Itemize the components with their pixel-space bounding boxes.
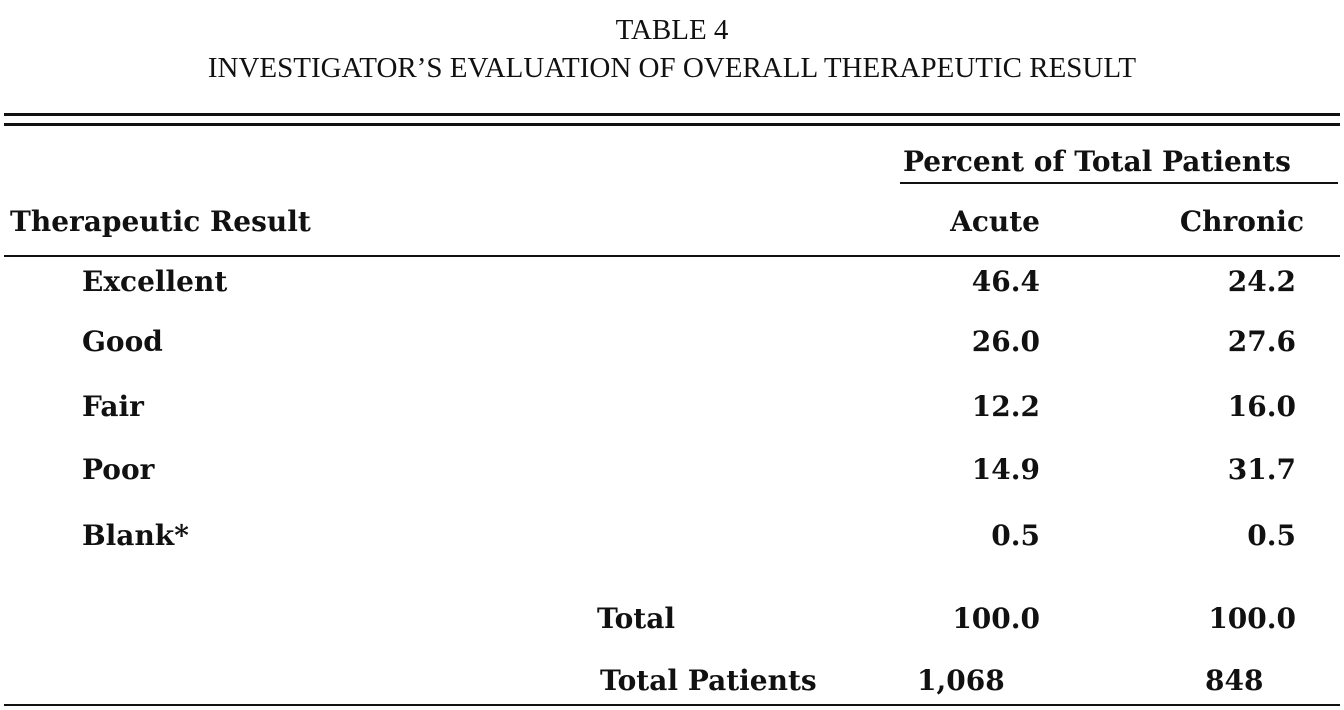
- column-header: Acute: [950, 205, 1040, 238]
- chronic-value: 27.6: [1227, 325, 1296, 358]
- group-header: Percent of Total Patients: [903, 145, 1291, 178]
- table-caption: INVESTIGATOR’S EVALUATION OF OVERALL THE…: [207, 52, 1137, 84]
- top-rule: [4, 113, 1340, 116]
- header-rule: [4, 255, 1340, 257]
- chronic-patients: 848: [1205, 664, 1264, 697]
- row-label: Good: [82, 325, 163, 358]
- group-rule: [900, 182, 1338, 184]
- row-label: Excellent: [82, 265, 228, 298]
- acute-value: 12.2: [971, 390, 1040, 423]
- acute-value: 14.9: [971, 453, 1040, 486]
- chronic-value: 0.5: [1247, 519, 1296, 552]
- bottom-rule: [4, 704, 1340, 706]
- table-number: TABLE 4: [615, 14, 729, 46]
- row-label: Blank*: [82, 519, 189, 552]
- chronic-total: 100.0: [1208, 602, 1296, 635]
- total-patients-label: Total Patients: [600, 664, 817, 697]
- acute-patients: 1,068: [917, 664, 1005, 697]
- row-label: Poor: [82, 453, 155, 486]
- column-header: Therapeutic Result: [10, 205, 311, 238]
- row-label: Fair: [82, 390, 144, 423]
- chronic-value: 16.0: [1227, 390, 1296, 423]
- top-rule: [4, 123, 1340, 126]
- chronic-value: 24.2: [1227, 265, 1296, 298]
- total-label: Total: [597, 602, 676, 635]
- column-header: Chronic: [1179, 205, 1304, 238]
- acute-value: 26.0: [971, 325, 1040, 358]
- acute-value: 0.5: [991, 519, 1040, 552]
- acute-value: 46.4: [971, 265, 1040, 298]
- acute-total: 100.0: [952, 602, 1040, 635]
- chronic-value: 31.7: [1227, 453, 1296, 486]
